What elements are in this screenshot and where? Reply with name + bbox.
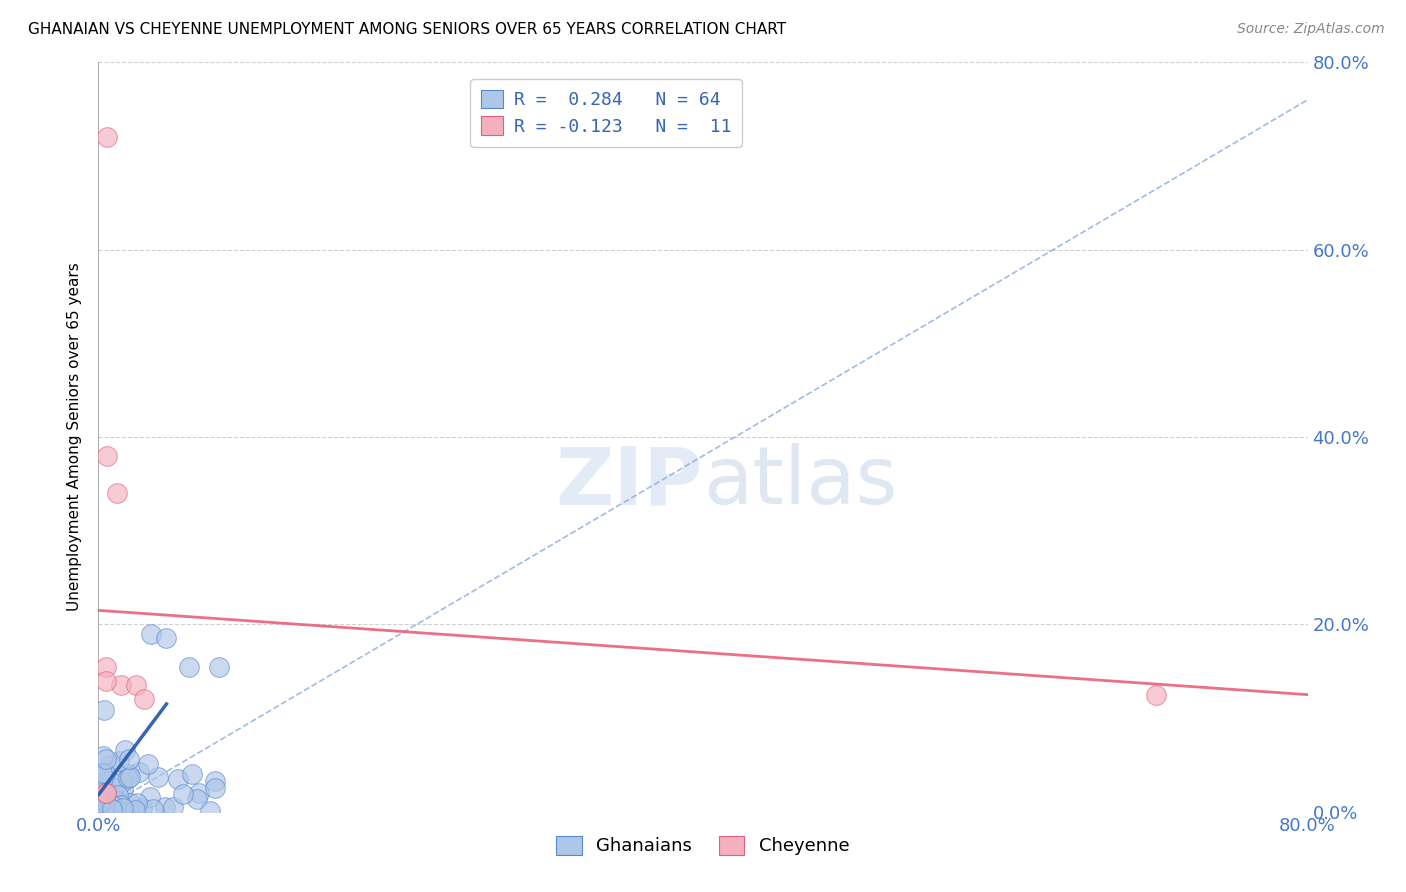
Point [118, 796, 141, 810]
Point [136, 756, 159, 771]
Point [90, 766, 112, 780]
Point [105, 795, 128, 809]
Point [162, 800, 184, 814]
Point [93, 796, 115, 810]
Point [141, 626, 163, 640]
Point [107, 754, 129, 768]
Point [208, 659, 231, 673]
Point [96, 803, 118, 817]
Point [94, 802, 117, 816]
Point [204, 774, 226, 789]
Point [204, 781, 226, 796]
Point [89, 792, 111, 806]
Point [87, 776, 110, 790]
Point [91, 748, 114, 763]
Point [100, 802, 122, 816]
Point [112, 781, 135, 796]
Point [146, 770, 169, 784]
Point [179, 659, 201, 673]
Point [107, 788, 129, 802]
Point [186, 791, 208, 805]
Point [89, 785, 111, 799]
Point [114, 742, 136, 756]
Point [93, 703, 115, 717]
Point [155, 799, 177, 814]
Point [93, 803, 115, 817]
Point [93, 789, 115, 803]
Point [94, 766, 117, 780]
Text: atlas: atlas [703, 443, 897, 521]
Point [125, 796, 148, 810]
Point [117, 771, 139, 785]
Point [94, 752, 117, 766]
Point [187, 786, 209, 800]
Point [100, 804, 122, 818]
Point [105, 486, 128, 500]
Y-axis label: Unemployment Among Seniors over 65 years: Unemployment Among Seniors over 65 years [67, 263, 83, 611]
Point [90, 788, 112, 802]
Point [110, 797, 132, 812]
Point [118, 805, 141, 819]
Point [118, 752, 141, 766]
Point [167, 772, 190, 786]
Point [89, 770, 111, 784]
Point [172, 787, 194, 801]
Point [118, 766, 141, 780]
Text: ZIP: ZIP [555, 443, 703, 521]
Point [125, 678, 148, 692]
Point [110, 678, 132, 692]
Text: Source: ZipAtlas.com: Source: ZipAtlas.com [1237, 22, 1385, 37]
Point [89, 796, 111, 810]
Point [103, 797, 125, 811]
Point [100, 797, 122, 811]
Point [155, 632, 177, 646]
Point [180, 766, 202, 780]
Point [94, 802, 117, 816]
Point [132, 692, 155, 706]
Point [94, 786, 117, 800]
Point [118, 770, 141, 784]
Point [96, 449, 118, 463]
Point [90, 780, 112, 795]
Point [142, 802, 165, 816]
Point [94, 659, 117, 673]
Point [98, 774, 121, 789]
Point [94, 786, 117, 800]
Point [96, 130, 118, 145]
Point [103, 780, 125, 795]
Point [200, 804, 222, 818]
Point [111, 800, 134, 814]
Point [111, 775, 134, 789]
Text: GHANAIAN VS CHEYENNE UNEMPLOYMENT AMONG SENIORS OVER 65 YEARS CORRELATION CHART: GHANAIAN VS CHEYENNE UNEMPLOYMENT AMONG … [28, 22, 786, 37]
Point [131, 801, 153, 815]
Point [1144, 688, 1167, 702]
Point [138, 789, 160, 804]
Point [124, 803, 146, 817]
Legend: Ghanaians, Cheyenne: Ghanaians, Cheyenne [550, 829, 856, 863]
Point [97, 798, 120, 813]
Point [100, 758, 122, 772]
Point [94, 794, 117, 808]
Point [94, 673, 117, 688]
Point [98, 803, 121, 817]
Point [128, 765, 150, 780]
